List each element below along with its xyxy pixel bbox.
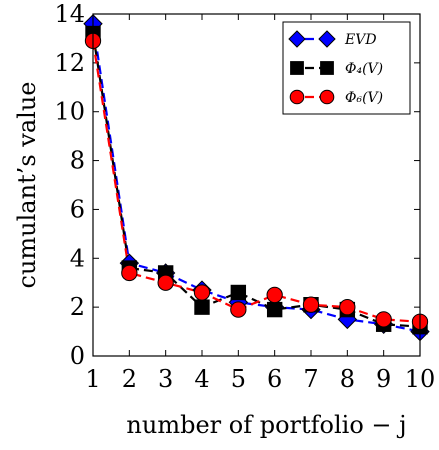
y-tick-label: 2 (70, 293, 85, 321)
x-axis-label: number of portfolio − j (126, 411, 406, 439)
x-tick-label: 10 (405, 365, 436, 393)
data-point-circle (193, 284, 211, 301)
data-point-circle (375, 311, 392, 328)
data-point-circle (157, 274, 174, 291)
data-point-square (320, 61, 334, 75)
data-point-square (230, 284, 247, 301)
x-tick-label: 1 (85, 365, 100, 393)
legend-label: Φ₄(V) (345, 61, 383, 77)
y-tick-label: 14 (54, 0, 85, 28)
series-line (91, 33, 421, 328)
x-tick-label: 3 (158, 365, 173, 393)
x-tick-label: 2 (122, 365, 137, 393)
data-point-circle (289, 89, 305, 105)
legend-box (282, 21, 411, 115)
y-tick-label: 8 (70, 147, 85, 175)
x-tick-label: 6 (267, 365, 282, 393)
y-tick-label: 10 (54, 98, 85, 126)
series-line (91, 40, 421, 323)
x-tick-label: 5 (231, 365, 246, 393)
data-point-circle (319, 89, 335, 105)
y-tick-label: 0 (70, 342, 85, 370)
data-point-circle (339, 298, 356, 316)
legend-label: EVD (344, 32, 377, 48)
x-tick-label: 9 (376, 365, 391, 393)
y-tick-label: 4 (70, 244, 85, 272)
data-point-square (194, 299, 210, 315)
y-tick-label: 6 (70, 195, 85, 223)
data-point-circle (230, 301, 247, 318)
data-point-circle (121, 264, 138, 282)
y-axis-label: cumulant’s value (13, 82, 41, 289)
data-point-circle (302, 296, 320, 313)
data-point-circle (266, 286, 283, 304)
plot-frame (92, 13, 421, 357)
x-tick-label: 4 (194, 365, 209, 393)
data-point-diamond (288, 30, 306, 48)
x-tick-label: 7 (303, 365, 318, 393)
data-point-diamond (318, 30, 336, 48)
data-point-square (266, 301, 283, 318)
series-line (91, 23, 421, 333)
x-tick-label: 8 (340, 365, 355, 393)
data-point-square (290, 61, 304, 75)
y-tick-label: 12 (54, 49, 85, 77)
legend-label: Φ₆(V) (345, 90, 383, 106)
